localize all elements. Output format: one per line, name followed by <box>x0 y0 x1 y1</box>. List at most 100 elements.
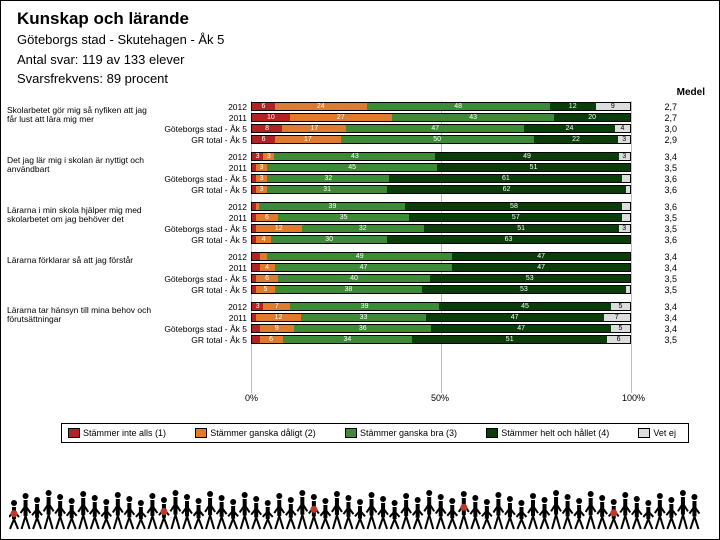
question-group: 201233434933,4Det jag lär mig i skolan ä… <box>1 151 720 195</box>
stacked-bar: 44747 <box>251 263 631 272</box>
legend-item: Stämmer inte alls (1) <box>68 428 166 438</box>
legend-label: Stämmer ganska dåligt (2) <box>210 428 316 438</box>
subtitle-2: Antal svar: 119 av 133 elever <box>17 51 703 69</box>
bar-segment: 17 <box>282 125 346 132</box>
medel-column-header: Medel <box>677 87 705 98</box>
bar-segment: 8 <box>252 125 282 132</box>
bar-segment: 9 <box>260 325 294 332</box>
chart-row: Lärarna i min skola hjälper mig med skol… <box>1 212 720 223</box>
stacked-bar: 43063 <box>251 235 631 244</box>
question-group: 201237394553,4Lärarna tar hänsyn till mi… <box>1 301 720 345</box>
stacked-bar: 33261 <box>251 174 631 183</box>
stacked-bar: 634516 <box>251 335 631 344</box>
subtitle-3: Svarsfrekvens: 89 procent <box>17 70 703 88</box>
question-label: Skolarbetet gör mig så nyfiken att jag f… <box>7 106 157 125</box>
legend-item: Stämmer helt och hållet (4) <box>486 428 609 438</box>
legend-label: Stämmer inte alls (1) <box>83 428 166 438</box>
subtitle-1: Göteborgs stad - Skutehagen - Åk 5 <box>17 31 703 49</box>
bar-segment: 6 <box>256 275 279 282</box>
question-label: Lärarna förklarar så att jag förstår <box>7 256 157 265</box>
bar-segment <box>622 175 630 182</box>
bar-segment: 20 <box>554 114 630 121</box>
bar-segment <box>260 253 268 260</box>
row-label: Göteborgs stad - Åk 5 <box>1 124 251 134</box>
row-label: Göteborgs stad - Åk 5 <box>1 274 251 284</box>
question-group: 2012624481292,7Skolarbetet gör mig så ny… <box>1 101 720 145</box>
row-label: Göteborgs stad - Åk 5 <box>1 324 251 334</box>
bar-segment: 12 <box>256 314 301 321</box>
row-label: GR total - Åk 5 <box>1 185 251 195</box>
bar-segment: 40 <box>278 275 429 282</box>
x-axis: 0% 50% 100% <box>251 393 631 405</box>
row-label: GR total - Åk 5 <box>1 285 251 295</box>
question-label: Lärarna i min skola hjälper mig med skol… <box>7 206 157 225</box>
chart-row: Det jag lär mig i skolan är nyttigt och … <box>1 162 720 173</box>
row-label: GR total - Åk 5 <box>1 235 251 245</box>
stacked-bar: 34551 <box>251 163 631 172</box>
bar-segment: 35 <box>278 214 409 221</box>
bar-segment: 3 <box>256 164 267 171</box>
medel-value: 3,6 <box>631 174 691 184</box>
bar-segment: 3 <box>619 225 630 232</box>
bar-segment: 3 <box>618 136 630 143</box>
stacked-bar-chart: 2012624481292,7Skolarbetet gör mig så ny… <box>1 101 720 411</box>
stacked-bar: 62448129 <box>251 102 631 111</box>
bar-segment: 45 <box>439 303 611 310</box>
bar-segment: 47 <box>452 253 630 260</box>
chart-row: GR total - Åk 5430633,6 <box>1 234 720 245</box>
legend-swatch <box>195 428 207 438</box>
stacked-bar: 53853 <box>251 285 631 294</box>
bar-segment: 6 <box>252 103 275 110</box>
medel-value: 3,5 <box>631 335 691 345</box>
question-label: Lärarna tar hänsyn till mina behov och f… <box>7 306 157 325</box>
medel-value: 3,4 <box>631 324 691 334</box>
bar-segment: 4 <box>615 125 630 132</box>
legend-swatch <box>486 428 498 438</box>
bar-segment: 6 <box>256 214 278 221</box>
footer-silhouette <box>9 471 711 531</box>
bar-segment: 38 <box>275 286 422 293</box>
medel-value: 3,5 <box>631 213 691 223</box>
medel-value: 2,9 <box>631 135 691 145</box>
bar-segment <box>252 325 260 332</box>
bar-segment: 3 <box>252 153 263 160</box>
stacked-bar: 1233477 <box>251 313 631 322</box>
chart-row: Lärarna förklarar så att jag förstår2011… <box>1 262 720 273</box>
chart-row: Göteborgs stad - Åk 5640533,5 <box>1 273 720 284</box>
chart-row: Göteborgs stad - Åk 5332613,6 <box>1 173 720 184</box>
legend-label: Stämmer ganska bra (3) <box>360 428 457 438</box>
bar-segment: 51 <box>412 336 607 343</box>
bar-segment <box>252 253 260 260</box>
medel-value: 3,5 <box>631 224 691 234</box>
medel-value: 3,6 <box>631 185 691 195</box>
bar-segment: 49 <box>267 253 452 260</box>
medel-value: 3,4 <box>631 313 691 323</box>
stacked-bar: 3958 <box>251 202 631 211</box>
bar-segment: 6 <box>252 136 275 143</box>
stacked-bar: 64053 <box>251 274 631 283</box>
bar-segment: 47 <box>275 264 453 271</box>
bar-segment: 61 <box>389 175 622 182</box>
bar-segment: 17 <box>275 136 341 143</box>
medel-value: 3,5 <box>631 163 691 173</box>
chart-row: Skolarbetet gör mig så nyfiken att jag f… <box>1 112 720 123</box>
medel-value: 3,6 <box>631 202 691 212</box>
bar-segment: 30 <box>271 236 387 243</box>
bar-segment: 36 <box>294 325 431 332</box>
bar-segment: 62 <box>387 186 626 193</box>
medel-value: 2,7 <box>631 102 691 112</box>
stacked-bar: 3343493 <box>251 152 631 161</box>
medel-value: 3,4 <box>631 263 691 273</box>
bar-segment: 4 <box>256 236 271 243</box>
bar-segment: 5 <box>256 286 275 293</box>
bar-segment: 39 <box>259 203 405 210</box>
chart-row: Göteborgs stad - Åk 512325133,5 <box>1 223 720 234</box>
stacked-bar: 61750223 <box>251 135 631 144</box>
bar-segment <box>622 214 629 221</box>
bar-segment: 51 <box>437 164 630 171</box>
bar-segment: 3 <box>263 153 274 160</box>
question-group: 201249473,4Lärarna förklarar så att jag … <box>1 251 720 295</box>
legend-item: Stämmer ganska dåligt (2) <box>195 428 316 438</box>
bar-segment: 4 <box>260 264 275 271</box>
axis-50: 50% <box>431 393 449 403</box>
